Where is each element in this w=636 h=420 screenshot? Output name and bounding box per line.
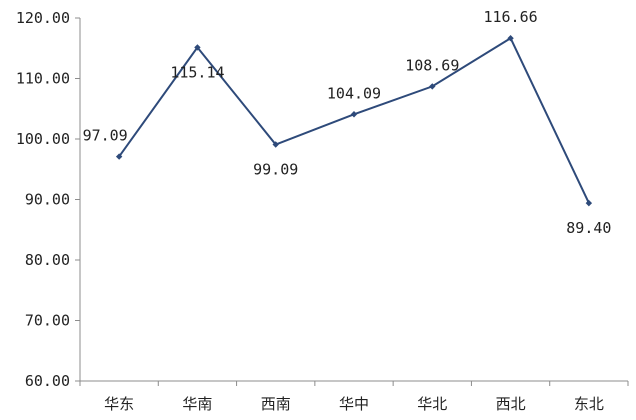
y-tick-label: 60.00 <box>25 372 70 390</box>
x-tick-label: 西南 <box>261 395 291 413</box>
data-labels-group: 97.09 115.14 99.09 104.09 108.69 116.66 89.40 <box>83 8 612 237</box>
y-tick-label: 70.00 <box>25 312 70 330</box>
x-tick-label: 华中 <box>339 395 369 413</box>
data-point-marker <box>350 111 358 118</box>
data-point-marker <box>429 83 436 90</box>
data-label: 97.09 <box>83 127 128 145</box>
y-tick-label: 110.00 <box>16 70 70 88</box>
data-label: 115.14 <box>170 63 224 81</box>
x-tick-label: 东北 <box>574 395 604 413</box>
data-label: 116.66 <box>483 8 537 26</box>
series-group <box>115 35 593 207</box>
y-axis: 60.00 70.00 80.00 90.00 100.00 110.00 120.00 <box>16 9 81 390</box>
data-point-marker <box>585 199 593 207</box>
y-tick-label: 120.00 <box>16 9 70 27</box>
x-axis: 华东 华南 西南 华中 华北 西北 东北 <box>79 380 629 413</box>
data-label: 89.40 <box>566 219 611 237</box>
x-tick-label: 华东 <box>104 395 134 413</box>
data-point-marker <box>272 141 279 148</box>
data-point-marker <box>507 35 514 42</box>
data-label: 104.09 <box>327 84 381 102</box>
data-label: 108.69 <box>405 56 459 74</box>
data-point-marker <box>115 153 123 160</box>
y-tick-label: 90.00 <box>25 191 70 209</box>
x-tick-label: 华南 <box>182 395 212 413</box>
y-tick-label: 80.00 <box>25 251 70 269</box>
x-tick-label: 西北 <box>496 395 526 413</box>
y-tick-label: 100.00 <box>16 130 70 148</box>
data-label: 99.09 <box>253 161 298 179</box>
data-point-marker <box>194 44 201 51</box>
x-tick-label: 华北 <box>417 395 447 413</box>
